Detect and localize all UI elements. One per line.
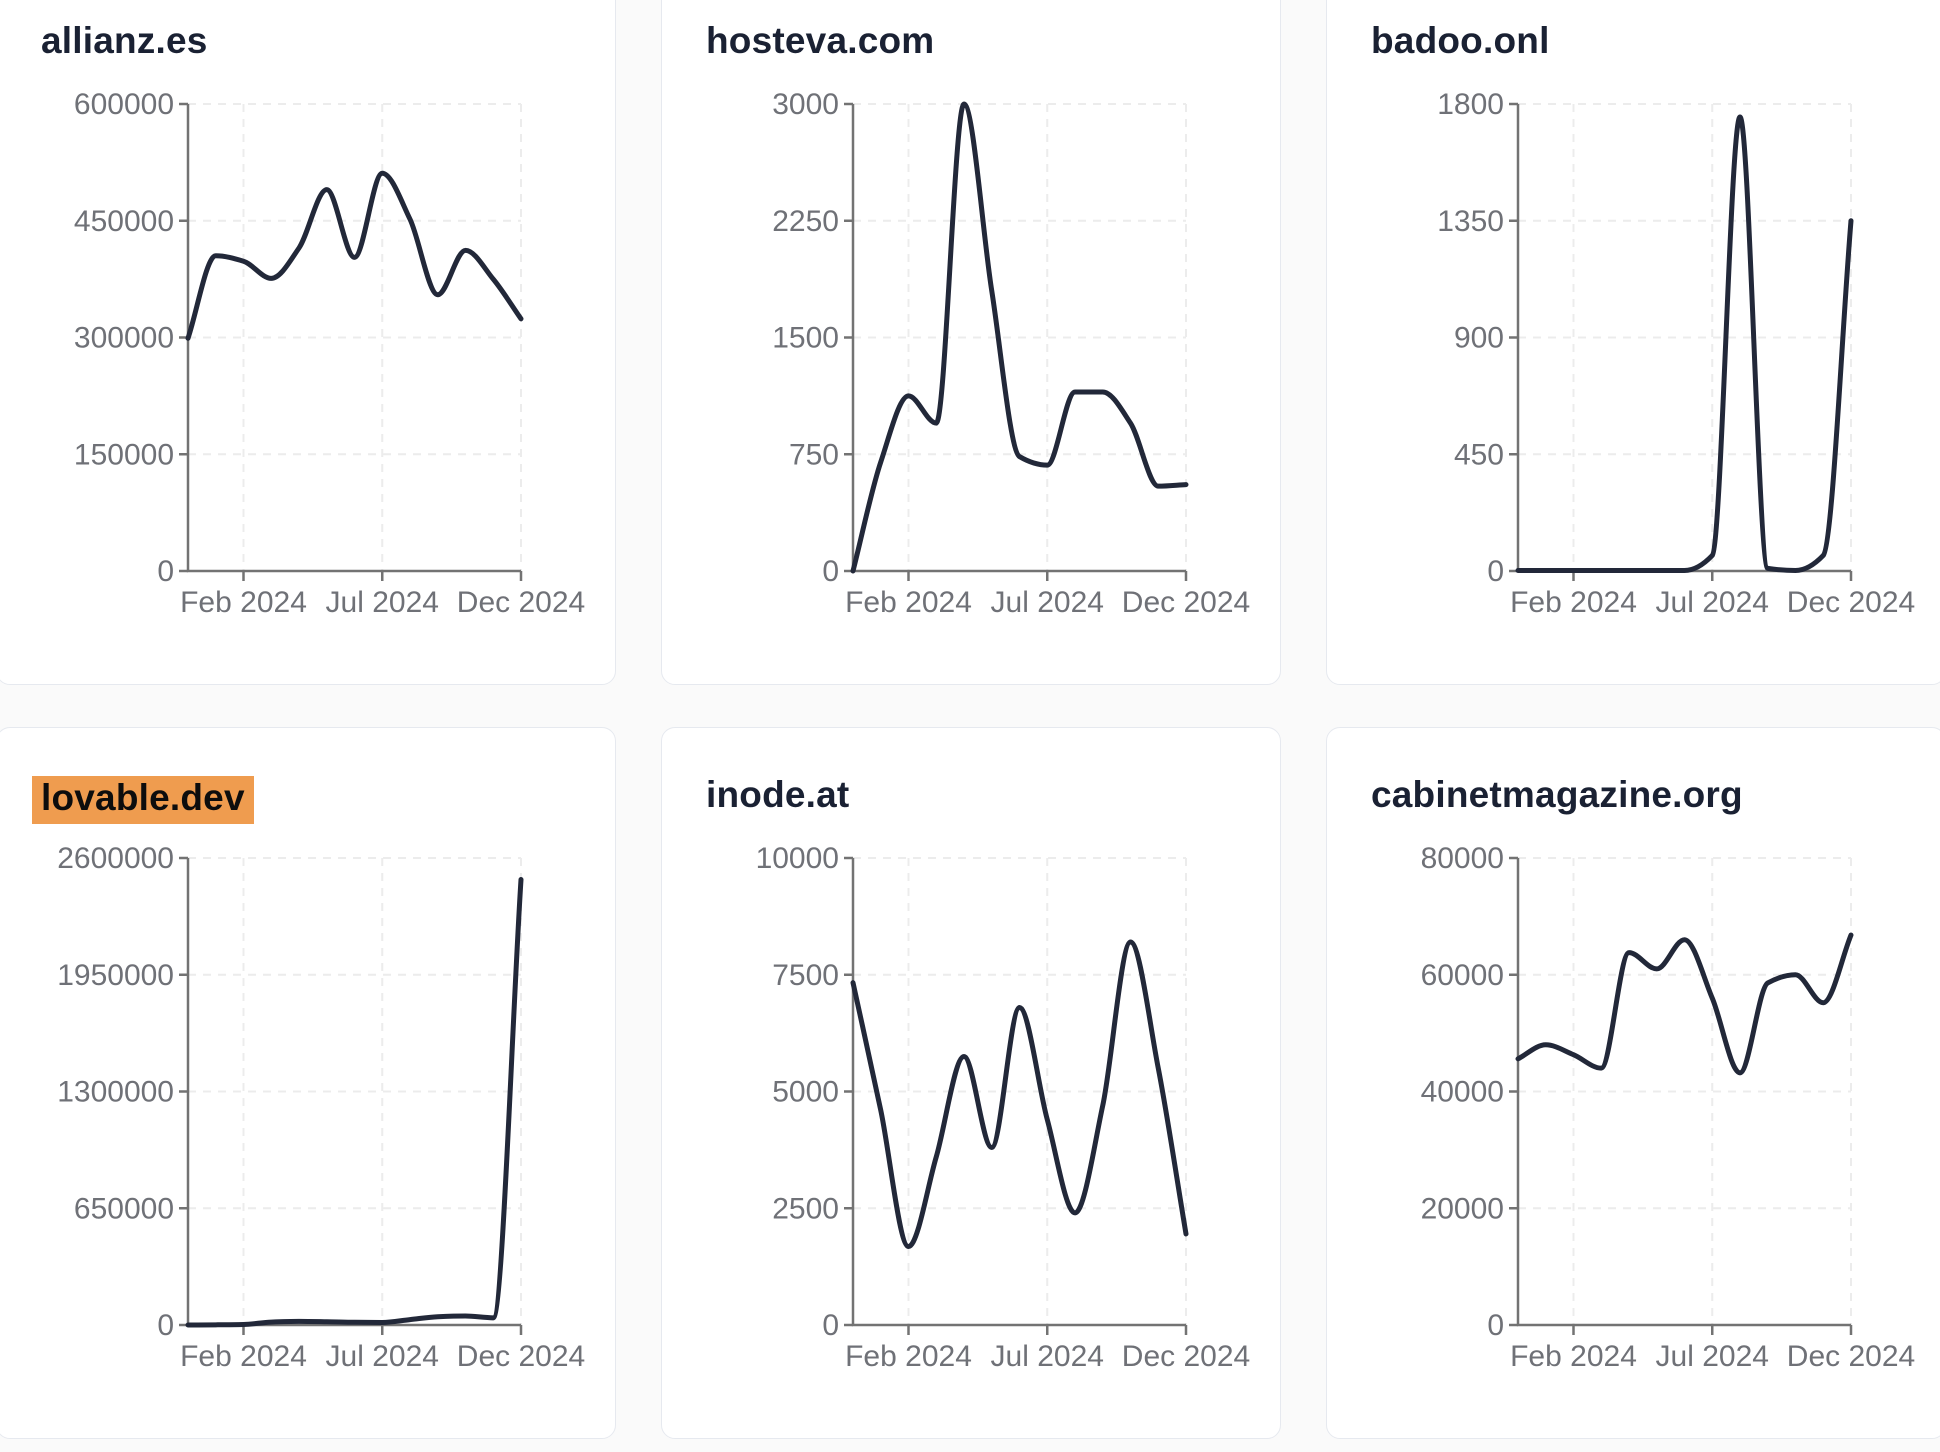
y-tick-label: 40000 xyxy=(1421,1076,1504,1109)
chart-title: allianz.es xyxy=(41,20,208,61)
y-tick-label: 1800 xyxy=(1437,88,1504,121)
y-tick-label: 2500 xyxy=(772,1192,839,1225)
chart-card-hosteva-com[interactable]: hosteva.com 0 750 1500 2250 3000 Feb 2024 Jul … xyxy=(661,0,1281,685)
y-tick-label: 1300000 xyxy=(57,1076,174,1109)
chart-title: cabinetmagazine.org xyxy=(1371,774,1743,815)
y-tick-label: 10000 xyxy=(756,842,839,875)
y-tick-label: 7500 xyxy=(772,959,839,992)
x-tick-label: Jul 2024 xyxy=(991,1340,1104,1373)
x-tick-label: Feb 2024 xyxy=(845,1340,972,1373)
chart-title: inode.at xyxy=(706,774,850,815)
x-tick-label: Dec 2024 xyxy=(457,1340,585,1373)
axis-lines xyxy=(186,104,521,573)
y-tick-label: 0 xyxy=(157,1309,174,1342)
line-path xyxy=(850,939,1189,1250)
x-tick-label: Dec 2024 xyxy=(1122,1340,1250,1373)
line-chart: 0 150000 300000 450000 600000 Feb 2024 Jul 202… xyxy=(74,88,585,619)
chart-title: lovable.dev xyxy=(32,776,254,824)
y-tick-label: 80000 xyxy=(1421,842,1504,875)
x-tick-label: Feb 2024 xyxy=(845,586,972,619)
y-tick-label: 150000 xyxy=(74,438,174,471)
axis-lines xyxy=(1516,858,1851,1327)
chart-title-text: cabinetmagazine.org xyxy=(1371,774,1743,815)
line-chart: 0 650000 1300000 1950000 2600000 Feb 2024 Jul … xyxy=(57,842,585,1373)
x-tick-label: Feb 2024 xyxy=(1510,586,1637,619)
chart-title-text: inode.at xyxy=(706,774,850,815)
x-tick-label: Jul 2024 xyxy=(326,586,439,619)
line-path xyxy=(185,170,524,341)
y-tick-label: 3000 xyxy=(772,88,839,121)
chart-card-lovable-dev[interactable]: lovable.dev 0 650000 1300000 1950000 2600000… xyxy=(0,727,616,1439)
axis-lines xyxy=(186,858,521,1327)
x-tick-label: Jul 2024 xyxy=(326,1340,439,1373)
axis-lines xyxy=(1516,104,1851,573)
chart-card-inode-at[interactable]: inode.at 0 2500 5000 7500 10000 Feb 2024 Jul 2… xyxy=(661,727,1281,1439)
line-path xyxy=(850,101,1189,574)
x-tick-label: Feb 2024 xyxy=(180,586,307,619)
y-tick-label: 5000 xyxy=(772,1076,839,1109)
chart-title-text: hosteva.com xyxy=(706,20,935,61)
y-tick-label: 2600000 xyxy=(57,842,174,875)
x-tick-label: Dec 2024 xyxy=(457,586,585,619)
y-tick-label: 0 xyxy=(1487,555,1504,588)
axis-lines xyxy=(851,104,1186,573)
x-tick-label: Dec 2024 xyxy=(1122,586,1250,619)
y-tick-label: 20000 xyxy=(1421,1192,1504,1225)
chart-title-text: lovable.dev xyxy=(32,776,254,824)
y-tick-label: 450 xyxy=(1454,438,1504,471)
y-tick-label: 60000 xyxy=(1421,959,1504,992)
y-tick-label: 0 xyxy=(1487,1309,1504,1342)
x-tick-label: Feb 2024 xyxy=(180,1340,307,1373)
chart-title-text: allianz.es xyxy=(41,20,208,61)
x-tick-label: Jul 2024 xyxy=(1656,586,1769,619)
line-path xyxy=(1515,114,1854,573)
y-tick-label: 1350 xyxy=(1437,205,1504,238)
y-tick-label: 450000 xyxy=(74,205,174,238)
y-tick-label: 0 xyxy=(822,555,839,588)
chart-title: hosteva.com xyxy=(706,20,935,61)
y-tick-label: 0 xyxy=(822,1309,839,1342)
y-tick-label: 900 xyxy=(1454,322,1504,355)
line-chart: 0 20000 40000 60000 80000 Feb 2024 Jul 2024 Dec… xyxy=(1421,842,1916,1373)
line-chart: 0 2500 5000 7500 10000 Feb 2024 Jul 2024 Dec 20… xyxy=(756,842,1251,1373)
y-tick-label: 2250 xyxy=(772,205,839,238)
x-tick-label: Dec 2024 xyxy=(1787,586,1915,619)
line-chart: 0 450 900 1350 1800 Feb 2024 Jul 2024 Dec 2024 xyxy=(1437,88,1915,619)
chart-title-text: badoo.onl xyxy=(1371,20,1550,61)
x-tick-label: Dec 2024 xyxy=(1787,1340,1915,1373)
line-path xyxy=(185,877,524,1328)
line-path xyxy=(1515,932,1854,1076)
chart-card-cabinetmagazine-org[interactable]: cabinetmagazine.org 0 20000 40000 60000 8000… xyxy=(1326,727,1940,1439)
y-tick-label: 1950000 xyxy=(57,959,174,992)
x-tick-label: Jul 2024 xyxy=(991,586,1104,619)
y-tick-label: 600000 xyxy=(74,88,174,121)
y-tick-label: 1500 xyxy=(772,322,839,355)
y-tick-label: 0 xyxy=(157,555,174,588)
chart-card-badoo-onl[interactable]: badoo.onl 0 450 900 1350 1800 Feb 2024 Jul 202… xyxy=(1326,0,1940,685)
x-tick-label: Jul 2024 xyxy=(1656,1340,1769,1373)
axis-lines xyxy=(851,858,1186,1327)
chart-title: badoo.onl xyxy=(1371,20,1550,61)
line-chart: 0 750 1500 2250 3000 Feb 2024 Jul 2024 Dec 2024 xyxy=(772,88,1250,619)
chart-card-allianz-es[interactable]: allianz.es 0 150000 300000 450000 600000 Feb … xyxy=(0,0,616,685)
y-tick-label: 650000 xyxy=(74,1192,174,1225)
y-tick-label: 750 xyxy=(789,438,839,471)
y-tick-label: 300000 xyxy=(74,322,174,355)
x-tick-label: Feb 2024 xyxy=(1510,1340,1637,1373)
